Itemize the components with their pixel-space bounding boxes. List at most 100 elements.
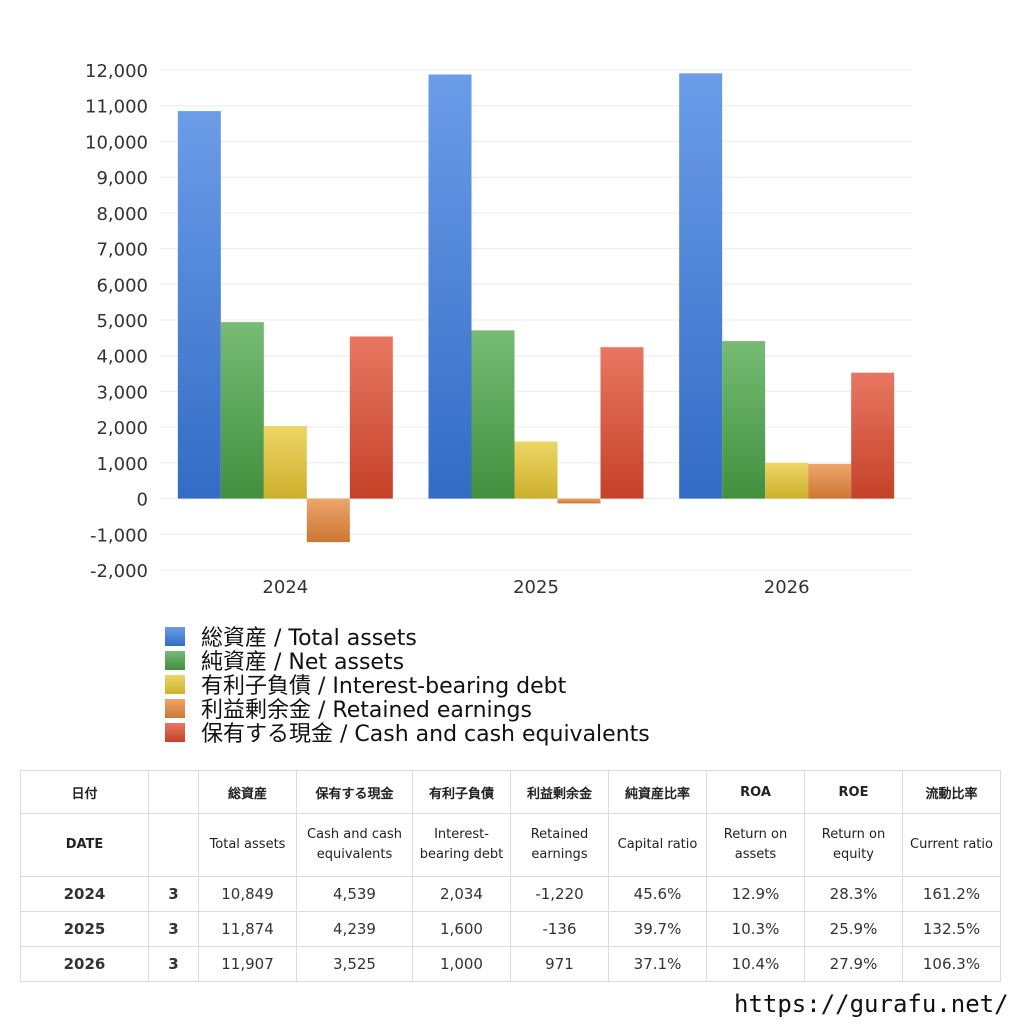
cell-roa: 10.4% (706, 946, 805, 982)
y-tick-label: 2,000 (96, 418, 148, 439)
x-tick-label: 2026 (764, 577, 810, 598)
cell-roa: 12.9% (706, 876, 805, 912)
bar (177, 111, 221, 499)
header-capital-en: Capital ratio (608, 813, 707, 877)
header-date-en: DATE (20, 813, 149, 877)
legend: 総資産 / Total assets 純資産 / Net assets 有利子負… (165, 624, 650, 747)
legend-swatch-total-assets (165, 626, 185, 646)
row-year: 2026 (20, 946, 149, 982)
y-tick-label: 7,000 (96, 240, 148, 261)
legend-swatch-debt (165, 674, 185, 694)
cell-total-assets: 10,849 (198, 876, 297, 912)
bar (471, 330, 515, 499)
cell-roa: 10.3% (706, 911, 805, 947)
table-header-jp: 日付 総資産 保有する現金 有利子負債 利益剰余金 純資産比率 ROA ROE … (20, 770, 1001, 814)
cell-cash: 4,239 (296, 911, 413, 947)
bar (808, 463, 852, 499)
x-tick-label: 2024 (262, 577, 308, 598)
header-roa-en: Return on assets (706, 813, 805, 877)
header-total-en: Total assets (198, 813, 297, 877)
cell-roe: 28.3% (804, 876, 903, 912)
bar (220, 322, 264, 499)
header-capital-jp: 純資産比率 (608, 770, 707, 814)
row-quarter: 3 (148, 946, 199, 982)
legend-label: 利益剰余金 / Retained earnings (201, 698, 532, 723)
y-tick-label: 4,000 (96, 347, 148, 368)
y-tick-label: 3,000 (96, 382, 148, 403)
cell-total-assets: 11,874 (198, 911, 297, 947)
y-axis-ticks: 12,000 11,000 10,000 9,000 8,000 7,000 6,000 5,… (85, 61, 148, 582)
table-row: 2024 3 10,849 4,539 2,034 -1,220 45.6% 1… (20, 876, 1001, 912)
y-tick-label: 8,000 (96, 204, 148, 225)
y-tick-label: 1,000 (96, 454, 148, 475)
bar (722, 341, 766, 499)
bar (557, 498, 601, 504)
y-tick-label: 9,000 (96, 168, 148, 189)
header-roa: ROA (706, 770, 805, 814)
legend-item: 保有する現金 / Cash and cash equivalents (165, 720, 650, 747)
cell-retained: 971 (510, 946, 609, 982)
y-tick-label: 11,000 (85, 97, 148, 118)
row-year: 2025 (20, 911, 149, 947)
legend-item: 純資産 / Net assets (165, 648, 650, 675)
cell-capital-ratio: 37.1% (608, 946, 707, 982)
y-tick-label: -2,000 (90, 561, 148, 582)
header-current-jp: 流動比率 (902, 770, 1001, 814)
cell-debt: 2,034 (412, 876, 511, 912)
legend-swatch-retained (165, 698, 185, 718)
site-url[interactable]: https://gurafu.net/ (734, 990, 1009, 1018)
bar (514, 441, 558, 499)
legend-swatch-net-assets (165, 650, 185, 670)
cell-total-assets: 11,907 (198, 946, 297, 982)
y-tick-label: 0 (137, 490, 148, 511)
bar (600, 347, 644, 499)
header-debt-jp: 有利子負債 (412, 770, 511, 814)
header-debt-en: Interest-bearing debt (412, 813, 511, 877)
cell-roe: 27.9% (804, 946, 903, 982)
bar (306, 498, 350, 543)
cell-current-ratio: 132.5% (902, 911, 1001, 947)
header-roe: ROE (804, 770, 903, 814)
cell-capital-ratio: 39.7% (608, 911, 707, 947)
x-axis-ticks: 2024 2025 2026 (262, 577, 809, 598)
bar (765, 462, 809, 499)
cell-retained: -1,220 (510, 876, 609, 912)
header-blank (148, 770, 199, 814)
header-total-jp: 総資産 (198, 770, 297, 814)
y-tick-label: 10,000 (85, 132, 148, 153)
header-retained-jp: 利益剰余金 (510, 770, 609, 814)
table-row: 2026 3 11,907 3,525 1,000 971 37.1% 10.4… (20, 946, 1001, 982)
cell-cash: 3,525 (296, 946, 413, 982)
y-tick-label: -1,000 (90, 525, 148, 546)
legend-item: 利益剰余金 / Retained earnings (165, 696, 650, 723)
bar (428, 74, 472, 499)
legend-item: 総資産 / Total assets (165, 624, 650, 651)
cell-capital-ratio: 45.6% (608, 876, 707, 912)
cell-debt: 1,600 (412, 911, 511, 947)
bar-chart: 12,000 11,000 10,000 9,000 8,000 7,000 6,000 5,… (85, 61, 912, 598)
header-cash-jp: 保有する現金 (296, 770, 413, 814)
financial-table: 日付 総資産 保有する現金 有利子負債 利益剰余金 純資産比率 ROA ROE … (20, 770, 1001, 982)
x-tick-label: 2025 (513, 577, 559, 598)
bar (851, 372, 895, 499)
legend-swatch-cash (165, 722, 185, 742)
header-blank-en (148, 813, 199, 877)
header-date-jp: 日付 (20, 770, 149, 814)
cell-roe: 25.9% (804, 911, 903, 947)
cell-cash: 4,539 (296, 876, 413, 912)
legend-label: 保有する現金 / Cash and cash equivalents (201, 722, 650, 747)
legend-label: 総資産 / Total assets (201, 626, 417, 651)
header-cash-en: Cash and cash equivalents (296, 813, 413, 877)
header-current-en: Current ratio (902, 813, 1001, 877)
bars (177, 73, 895, 543)
y-tick-label: 5,000 (96, 311, 148, 332)
legend-item: 有利子負債 / Interest-bearing debt (165, 672, 650, 699)
header-retained-en: Retained earnings (510, 813, 609, 877)
bar (263, 425, 307, 499)
row-year: 2024 (20, 876, 149, 912)
cell-current-ratio: 106.3% (902, 946, 1001, 982)
row-quarter: 3 (148, 911, 199, 947)
cell-current-ratio: 161.2% (902, 876, 1001, 912)
legend-label: 純資産 / Net assets (201, 650, 405, 675)
table-row: 2025 3 11,874 4,239 1,600 -136 39.7% 10.… (20, 911, 1001, 947)
